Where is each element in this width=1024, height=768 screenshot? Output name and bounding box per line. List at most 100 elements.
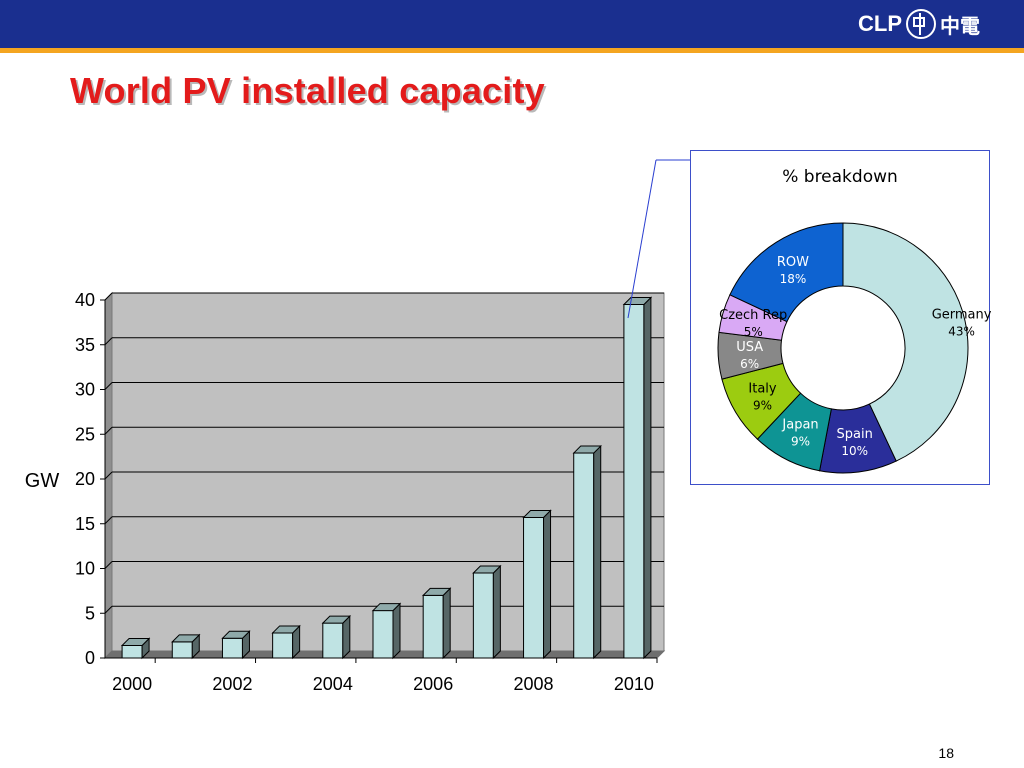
bar-side (392, 602, 401, 660)
gridline-side (104, 426, 113, 435)
logo-text: CLP (858, 11, 902, 36)
bar-front (171, 641, 193, 659)
y-tick-label: 10 (75, 559, 95, 579)
bar-side (543, 509, 552, 660)
breakdown-panel: % breakdown Germany 43% Spain 10% Japan 9% Ita… (690, 150, 991, 485)
gridline-side (104, 471, 113, 480)
bar-front (422, 594, 444, 659)
bar-front (272, 632, 294, 659)
bar-front (121, 644, 143, 659)
bar-side (643, 296, 652, 660)
bar-front (472, 572, 494, 659)
x-tick-label: 2000 (112, 674, 152, 694)
donut-slice (729, 222, 844, 323)
y-tick-label: 35 (75, 335, 95, 355)
bar (472, 564, 502, 660)
x-tick-label: 2008 (514, 674, 554, 694)
x-tick-label: 2004 (313, 674, 353, 694)
bar-top (171, 634, 201, 643)
donut-label-value: 9% (791, 434, 810, 448)
bar-top (120, 637, 151, 646)
logo-chinese-text: 中電 (940, 15, 980, 38)
bar-front (523, 516, 545, 659)
bar-side (593, 444, 602, 660)
callout-line (627, 159, 657, 319)
gridline-side (104, 382, 113, 390)
header-bar: CLP 中電 (0, 0, 1024, 48)
donut-label: ROW 18% (777, 255, 809, 286)
bar-front (623, 303, 645, 659)
y-tick-label: 40 (75, 290, 95, 310)
donut-label: Japan 9% (781, 417, 818, 448)
bar (622, 296, 653, 660)
bar-top (472, 565, 502, 574)
bar-top (572, 445, 602, 454)
y-axis-label: GW (25, 470, 60, 492)
donut-label: Italy 9% (748, 382, 777, 413)
bar-front (322, 622, 344, 659)
donut-label-value: 6% (740, 357, 759, 371)
bar-front (372, 610, 394, 659)
bar-top (371, 603, 402, 612)
donut-label: Germany 43% (932, 307, 991, 338)
bar-top (522, 509, 552, 518)
donut-label-name: Spain (837, 427, 873, 442)
donut-label-value: 5% (744, 325, 763, 339)
accent-divider (0, 48, 1024, 53)
y-tick-label: 15 (75, 514, 95, 534)
gridline-side (104, 516, 113, 525)
y-tick-label: 30 (75, 380, 95, 400)
x-tick-label: 2006 (413, 674, 453, 694)
bar-top (271, 625, 301, 634)
bar (371, 602, 402, 660)
bar-chart-labels: 0 5 10 15 20 25 30 35 40 GW 2000 2002 2004 2006 2008 20… (25, 290, 654, 694)
pie-chart-title: % breakdown (782, 167, 898, 187)
gridline-side (104, 337, 113, 346)
bar (271, 624, 301, 660)
gridline-side (104, 605, 113, 614)
donut-label-value: 18% (780, 272, 807, 286)
slide-title: World PV installed capacity (70, 70, 545, 111)
bar-top (221, 630, 251, 639)
bar-front (573, 452, 595, 659)
bar-side (492, 564, 501, 660)
bar-side (442, 587, 451, 660)
page-number: 18 (938, 745, 954, 761)
donut-label-value: 10% (841, 444, 868, 458)
y-tick-label: 25 (75, 424, 95, 444)
bar-top (321, 615, 352, 624)
donut-slice (842, 222, 969, 462)
bar (321, 614, 352, 660)
bar-front (221, 637, 243, 659)
donut-label-name: Czech Rep (719, 308, 787, 323)
bar (421, 587, 452, 660)
donut-label-name: Italy (748, 382, 777, 397)
gridline-side (104, 292, 113, 301)
x-tick-label: 2002 (212, 674, 252, 694)
donut-label-name: USA (736, 340, 763, 355)
x-tick-label: 2010 (614, 674, 654, 694)
bar (221, 630, 251, 660)
donut-label-name: ROW (777, 255, 809, 270)
clp-logo: CLP 中電 (858, 8, 980, 40)
donut-chart: Germany 43% Spain 10% Japan 9% Italy 9% USA 6% Cze… (717, 222, 991, 474)
clp-circle-logo-icon (906, 9, 936, 39)
bar (572, 444, 602, 660)
y-tick-label: 20 (75, 469, 95, 489)
y-tick-label: 0 (85, 648, 95, 668)
donut-label-value: 9% (753, 399, 772, 413)
bar (171, 633, 201, 660)
donut-label-value: 43% (948, 324, 975, 338)
bar (120, 637, 151, 660)
donut-label: USA 6% (736, 340, 763, 371)
y-tick-label: 5 (85, 603, 95, 623)
bar-chart-bars (120, 296, 653, 660)
bar (522, 509, 552, 660)
donut-label-name: Germany (932, 307, 991, 322)
gridline-side (104, 561, 113, 569)
bar-top (421, 587, 452, 596)
donut-label-name: Japan (781, 417, 818, 432)
donut-label: Czech Rep 5% (719, 308, 787, 339)
donut-label: Spain 10% (837, 427, 873, 458)
